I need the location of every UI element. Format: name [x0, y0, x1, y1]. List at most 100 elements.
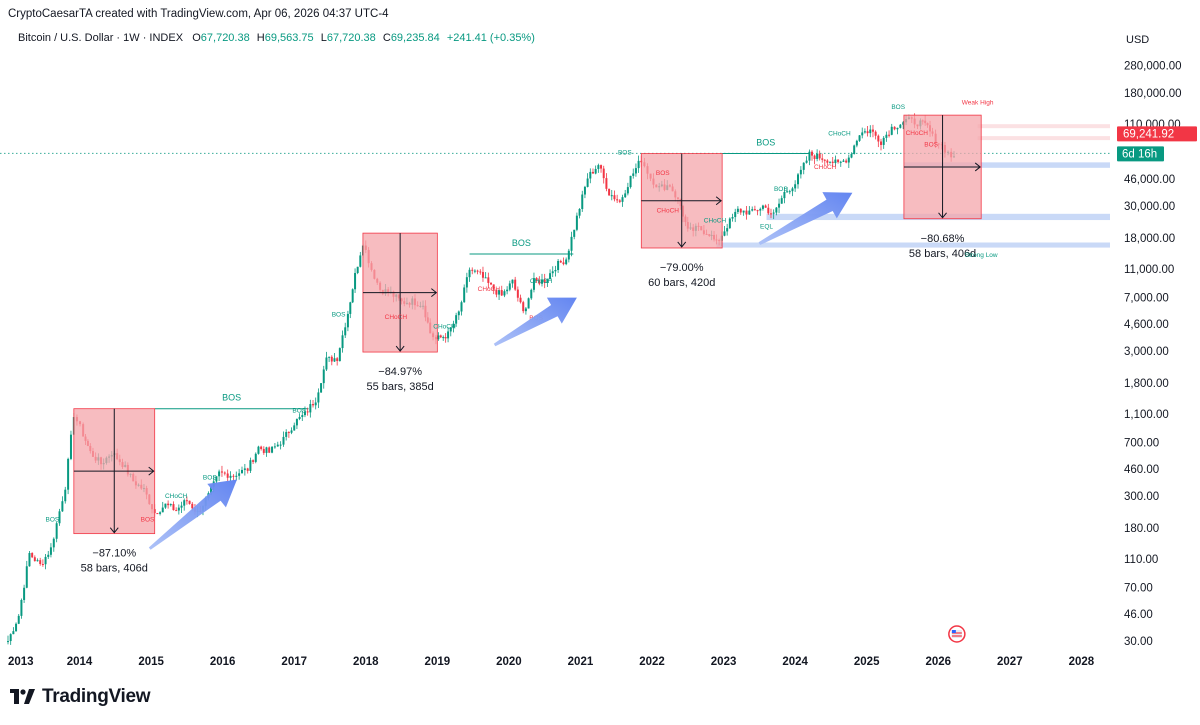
candle-body-14 [44, 556, 47, 565]
structure-label-6: CHoCH [385, 314, 408, 321]
candle-body-126 [349, 302, 352, 314]
candle-body-303 [823, 159, 826, 161]
candle-body-10 [33, 557, 36, 562]
candle-body-307 [834, 159, 837, 164]
symbol-name[interactable]: Bitcoin / U.S. Dollar · 1W · INDEX [18, 32, 184, 44]
candle-body-82 [229, 475, 232, 478]
candle-body-320 [869, 129, 872, 134]
drawdown-vhead-2 [677, 241, 687, 248]
candle-body-325 [882, 137, 885, 145]
candle-body-67 [188, 500, 191, 504]
candle-body-273 [742, 210, 745, 213]
candle-body-201 [549, 273, 552, 280]
candle-body-226 [616, 199, 619, 201]
candle-body-105 [293, 425, 296, 431]
candle-body-267 [726, 228, 729, 232]
candle-body-179 [490, 282, 493, 285]
candle-body-198 [541, 279, 544, 284]
candle-body-269 [731, 217, 734, 219]
y-tick-3: 46,000.00 [1124, 174, 1175, 186]
candle-body-84 [235, 475, 238, 477]
structure-label-23: Strong Low [965, 252, 998, 259]
structure-label-7: CHoCH [433, 323, 456, 330]
x-tick-7: 2020 [496, 656, 522, 668]
candle-body-1 [9, 634, 12, 642]
structure-label-1: CHoCH [165, 493, 188, 500]
y-tick-10: 1,800.00 [1124, 378, 1169, 390]
countdown-text: 6d 16h [1122, 148, 1157, 160]
candle-body-291 [791, 188, 794, 192]
y-tick-1: 180,000.00 [1124, 88, 1182, 100]
candle-body-130 [359, 255, 362, 267]
candle-body-321 [871, 129, 874, 132]
candle-body-189 [516, 289, 519, 298]
structure-label-8: CHoCH [478, 286, 501, 293]
candle-body-4 [17, 615, 20, 624]
candle-body-15 [47, 554, 50, 557]
candle-body-278 [756, 210, 759, 212]
candle-body-109 [303, 411, 306, 416]
candle-body-96 [268, 447, 271, 453]
economic-event-icon-flag [951, 630, 962, 638]
y-tick-12: 700.00 [1124, 438, 1159, 450]
y-tick-14: 300.00 [1124, 491, 1159, 503]
candle-body-293 [797, 174, 800, 185]
candle-body-174 [476, 270, 479, 272]
candle-body-199 [543, 279, 546, 283]
candle-body-233 [634, 168, 637, 174]
y-tick-5: 18,000.00 [1124, 233, 1175, 245]
drawdown-hhead-3 [974, 162, 981, 172]
candle-body-89 [249, 460, 252, 471]
symbol-legend[interactable]: Bitcoin / U.S. Dollar · 1W · INDEX O67,7… [18, 32, 535, 44]
drawdown-vhead-1 [395, 345, 405, 352]
trend-arrow-1 [493, 297, 577, 347]
structure-label-2: BOS [203, 474, 217, 481]
candle-body-184 [503, 291, 506, 296]
candle-body-197 [538, 280, 541, 284]
candle-body-219 [597, 165, 600, 169]
candle-body-75 [210, 486, 213, 494]
candle-body-209 [570, 236, 573, 251]
structure-label-16: EQL [760, 223, 773, 230]
close-label: C [382, 32, 391, 44]
candle-body-65 [183, 500, 186, 506]
candle-body-296 [805, 160, 808, 163]
candle-body-299 [813, 155, 816, 159]
drawdown-duration-2: 60 bars, 420d [648, 277, 715, 289]
candle-body-86 [240, 469, 243, 474]
candle-body-231 [629, 175, 632, 188]
candle-body-200 [546, 279, 549, 283]
candle-body-305 [829, 161, 832, 163]
candle-body-123 [341, 335, 344, 349]
candle-body-23 [69, 434, 72, 459]
candle-body-181 [495, 289, 498, 295]
candle-body-332 [902, 122, 905, 125]
candle-body-97 [271, 446, 274, 453]
low-label: L [320, 32, 327, 44]
candle-body-227 [618, 200, 621, 202]
candle-body-319 [866, 131, 869, 134]
x-tick-4: 2017 [281, 656, 307, 668]
candle-body-127 [351, 289, 354, 303]
candle-body-218 [594, 168, 597, 174]
structure-label-10: CHoCH [530, 278, 553, 285]
tradingview-logo[interactable]: TradingView [10, 686, 151, 708]
candle-body-292 [794, 184, 797, 189]
candle-body-68 [191, 503, 194, 509]
candle-body-211 [575, 215, 578, 230]
candle-body-85 [238, 473, 241, 476]
tradingview-logo-text: TradingView [42, 686, 151, 707]
candle-body-108 [301, 415, 304, 417]
drawdown-percent-2: −79.00% [660, 262, 704, 274]
candle-body-270 [734, 211, 737, 218]
candle-body-55 [156, 513, 159, 515]
candle-body-129 [356, 266, 359, 273]
candle-body-302 [821, 158, 824, 160]
candle-body-63 [177, 507, 180, 511]
candle-body-11 [36, 560, 39, 562]
drawdown-percent-3: −80.68% [921, 233, 965, 245]
candle-body-315 [855, 140, 858, 146]
candle-body-275 [748, 210, 751, 215]
y-tick-4: 30,000.00 [1124, 201, 1175, 213]
